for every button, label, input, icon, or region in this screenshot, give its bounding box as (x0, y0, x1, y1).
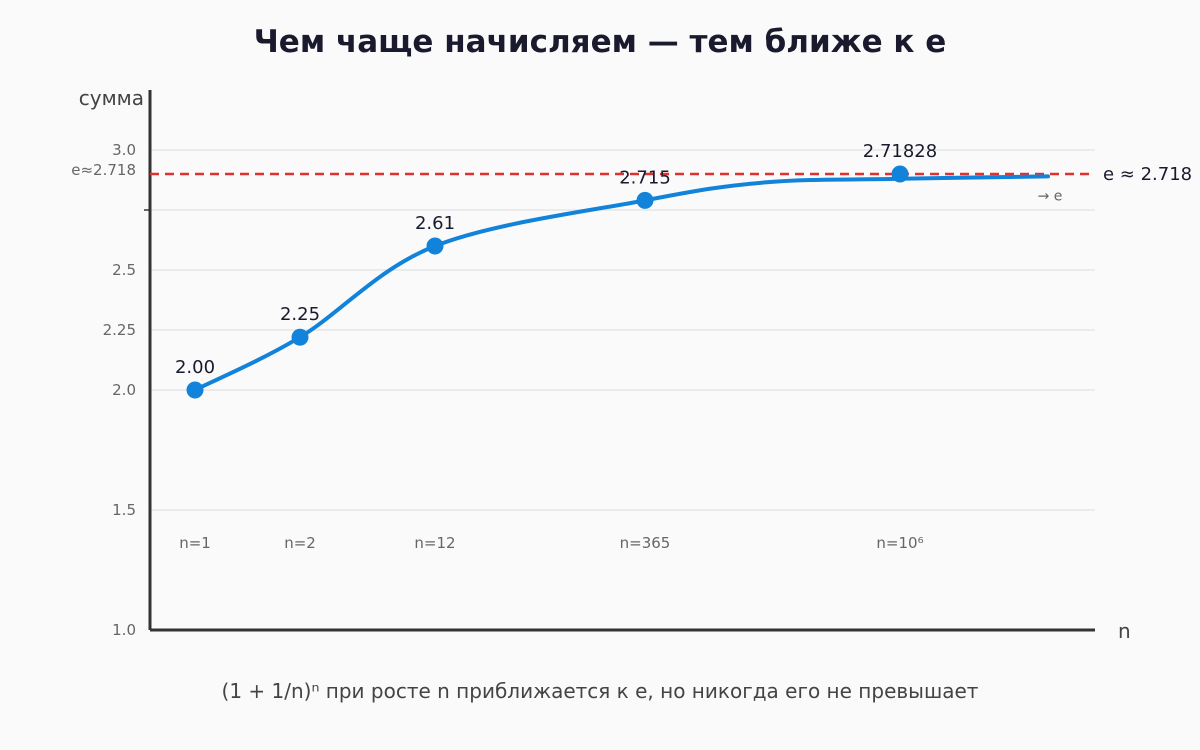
limit-annotation: → e (1038, 188, 1063, 204)
series-line (193, 174, 1050, 392)
y-tick-label: 2.0 (112, 381, 136, 399)
chart-title: Чем чаще начисляем — тем ближе к e (254, 24, 947, 60)
chart-caption: (1 + 1/n)ⁿ при росте n приближается к e,… (222, 679, 979, 703)
data-point (891, 165, 909, 183)
data-point (291, 328, 309, 346)
y-tick-label: 2.5 (112, 261, 136, 279)
data-label: 2.61 (415, 213, 455, 234)
e-reference-label: e ≈ 2.718 (1103, 164, 1192, 185)
data-label: 2.00 (175, 357, 215, 378)
y-tick-labels: 1.0 1.5 2.0 2.25 2.5 3.0 (103, 141, 150, 639)
x-category-label: n=365 (620, 534, 671, 552)
y-tick-label: 3.0 (112, 141, 136, 159)
data-point (186, 381, 204, 399)
data-point (636, 191, 654, 209)
y-tick-label: 1.5 (112, 501, 136, 519)
x-category-label: n=1 (179, 534, 211, 552)
x-category-label: n=12 (414, 534, 455, 552)
data-label: 2.715 (619, 167, 671, 188)
y-tick-label: 1.0 (112, 621, 136, 639)
e-axis-label: e≈2.718 (71, 161, 136, 179)
data-point (426, 237, 444, 255)
data-label: 2.25 (280, 304, 320, 325)
data-label: 2.71828 (863, 141, 937, 162)
x-category-label: n=2 (284, 534, 316, 552)
y-axis-label: сумма (79, 86, 144, 110)
data-points: 2.00 n=1 2.25 n=2 2.61 n=12 2.715 n=365 2.71828 n… (175, 141, 937, 552)
y-tick-label: 2.25 (103, 321, 136, 339)
x-axis-label: n (1118, 619, 1131, 643)
x-category-label: n=10⁶ (876, 534, 923, 552)
